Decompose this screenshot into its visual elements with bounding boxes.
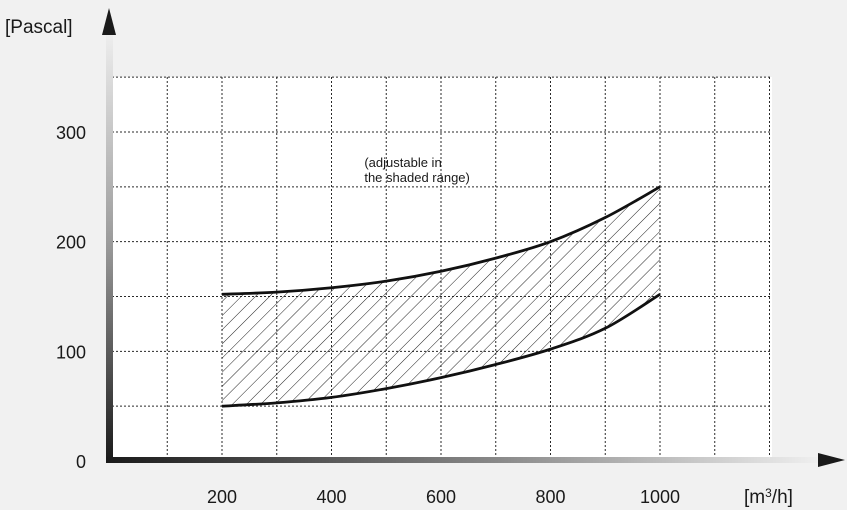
x-axis-arrow — [818, 453, 845, 467]
annotation-line-1: (adjustable in — [364, 155, 441, 170]
series-0-line — [221, 185, 661, 296]
plot-area — [112, 77, 772, 461]
x-tick-label: 1000 — [640, 487, 680, 507]
x-axis — [106, 457, 822, 463]
y-axis-arrow — [102, 8, 116, 35]
x-tick-label: 400 — [316, 487, 346, 507]
x-axis-label: [m3/h] — [744, 486, 793, 508]
x-tick-labels: 200 400 600 800 1000 — [207, 487, 680, 507]
curves — [221, 185, 661, 408]
annotation-line-2: the shaded range) — [364, 170, 470, 185]
x-tick-label: 800 — [535, 487, 565, 507]
y-tick-label: 300 — [56, 123, 86, 143]
y-tick-label: 0 — [76, 452, 86, 472]
y-tick-label: 100 — [56, 342, 86, 362]
x-tick-label: 200 — [207, 487, 237, 507]
y-axis-label: [Pascal] — [5, 17, 73, 38]
y-tick-labels: 0 100 200 300 — [56, 123, 86, 472]
y-axis — [106, 28, 113, 461]
x-tick-label: 600 — [426, 487, 456, 507]
series-1-line — [221, 293, 661, 408]
annotation: (adjustable in the shaded range) — [364, 155, 470, 185]
y-tick-label: 200 — [56, 233, 86, 253]
shaded-range — [222, 186, 660, 407]
